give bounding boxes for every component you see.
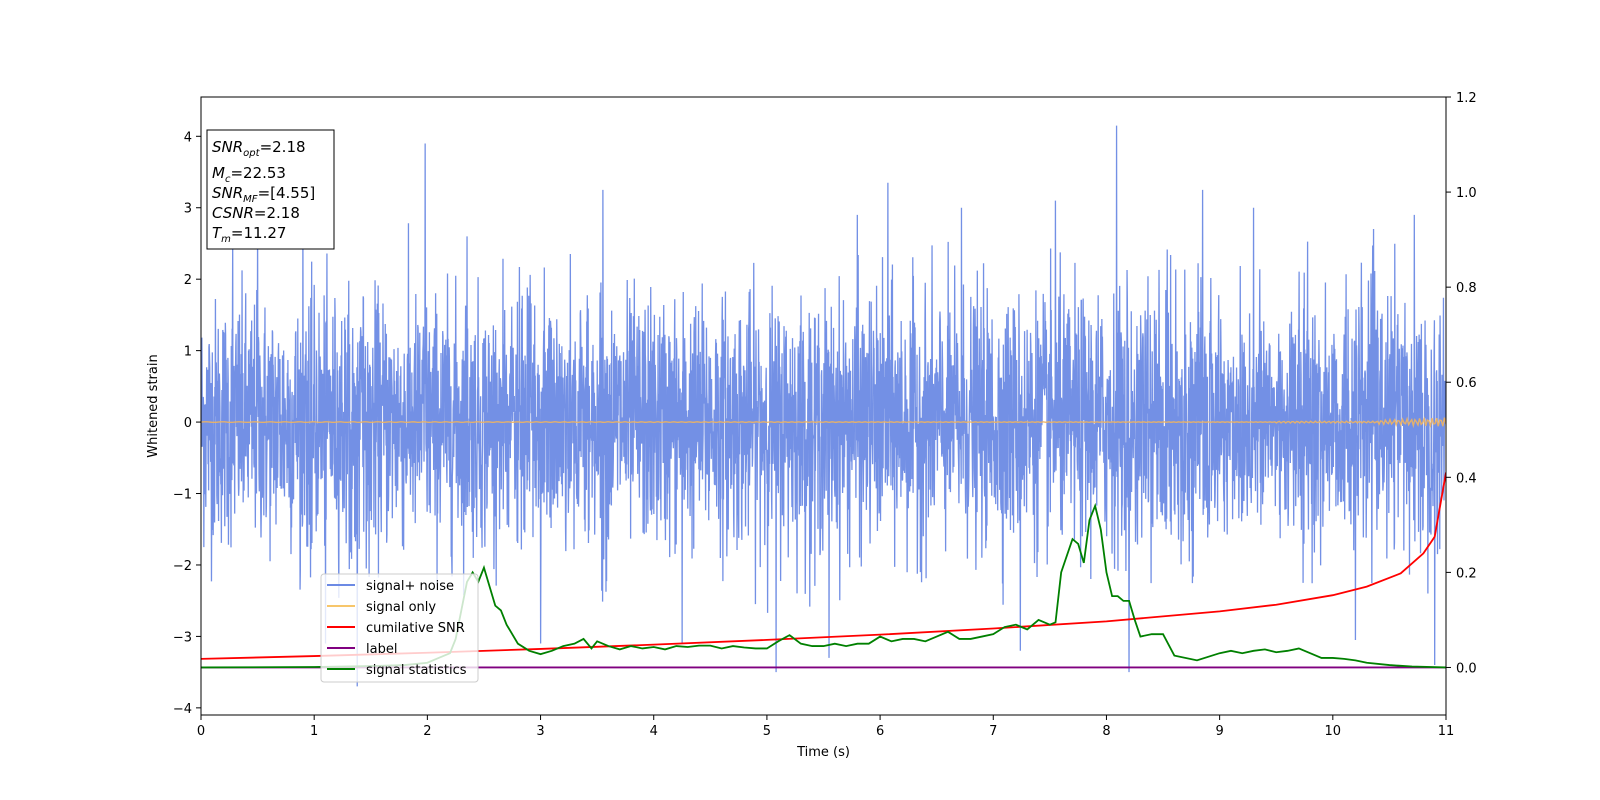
series-signal-only (201, 416, 1446, 429)
series-cumulative-snr (201, 472, 1446, 660)
legend-label: signal only (366, 600, 436, 615)
y-tick-label: 2 (184, 273, 192, 288)
y2-tick-label: 1.0 (1456, 186, 1477, 201)
y-axis-label: Whitened strain (146, 354, 161, 457)
y2-tick-label: 0.8 (1456, 281, 1477, 296)
info-csnr: CSNR=2.18 (212, 204, 300, 222)
y2-tick-label: 0.0 (1456, 661, 1477, 676)
x-tick-label: 11 (1438, 724, 1455, 739)
y2-tick-label: 1.2 (1456, 91, 1477, 106)
legend-label: signal statistics (366, 663, 467, 678)
y-tick-label: −2 (173, 559, 192, 574)
legend-item: signal only (327, 600, 436, 615)
x-axis-label: Time (s) (796, 745, 850, 760)
y-tick-label: 4 (184, 130, 192, 145)
legend-frame (320, 573, 479, 683)
y-tick-label: −3 (173, 630, 192, 645)
x-tick-label: 5 (763, 724, 771, 739)
x-tick-label: 7 (989, 724, 997, 739)
legend-item: cumilative SNR (327, 621, 465, 636)
y2-tick-label: 0.4 (1456, 471, 1477, 486)
y-tick-label: −1 (173, 488, 192, 503)
legend: signal+ noise signal only cumilative SNR la… (320, 573, 479, 683)
x-tick-label: 10 (1325, 724, 1342, 739)
legend-label: label (366, 642, 397, 657)
legend-item: signal+ noise (327, 579, 454, 594)
plot-frame (200, 96, 1447, 716)
y2-tick-label: 0.6 (1456, 376, 1477, 391)
y2-tick-label: 0.2 (1456, 566, 1477, 581)
x-tick-label: 9 (1215, 724, 1223, 739)
x-tick-label: 2 (423, 724, 431, 739)
legend-label: signal+ noise (366, 579, 454, 594)
info-box: SNRopt=2.18 Mc=22.53 SNRMF=[4.55] CSNR=2… (206, 129, 335, 250)
series-signal-noise (201, 125, 1446, 687)
x-tick-label: 3 (536, 724, 544, 739)
info-mc: Mc=22.53 (212, 164, 286, 185)
x-tick-label: 4 (650, 724, 658, 739)
x-tick-label: 1 (310, 724, 318, 739)
y-tick-label: 0 (184, 416, 192, 431)
info-snr-mf: SNRMF=[4.55] (212, 184, 315, 205)
legend-item: label (327, 642, 397, 657)
info-tm: Tm=11.27 (212, 224, 286, 245)
y-tick-label: 1 (184, 345, 192, 360)
y-tick-label: 3 (184, 202, 192, 217)
x-tick-label: 8 (1102, 724, 1110, 739)
axes: 0 1 2 3 4 5 6 7 8 9 10 11 −4 −3 −2 −1 0 1 2 3 4 0.0 0.2 0.4 0.6 0… (173, 91, 1477, 739)
x-tick-label: 6 (876, 724, 884, 739)
info-snr-opt: SNRopt=2.18 (212, 138, 306, 159)
x-tick-label: 0 (197, 724, 205, 739)
legend-item: signal statistics (327, 663, 467, 678)
series-signal-statistics (201, 502, 1446, 669)
y-tick-label: −4 (173, 702, 192, 717)
legend-label: cumilative SNR (366, 621, 465, 636)
